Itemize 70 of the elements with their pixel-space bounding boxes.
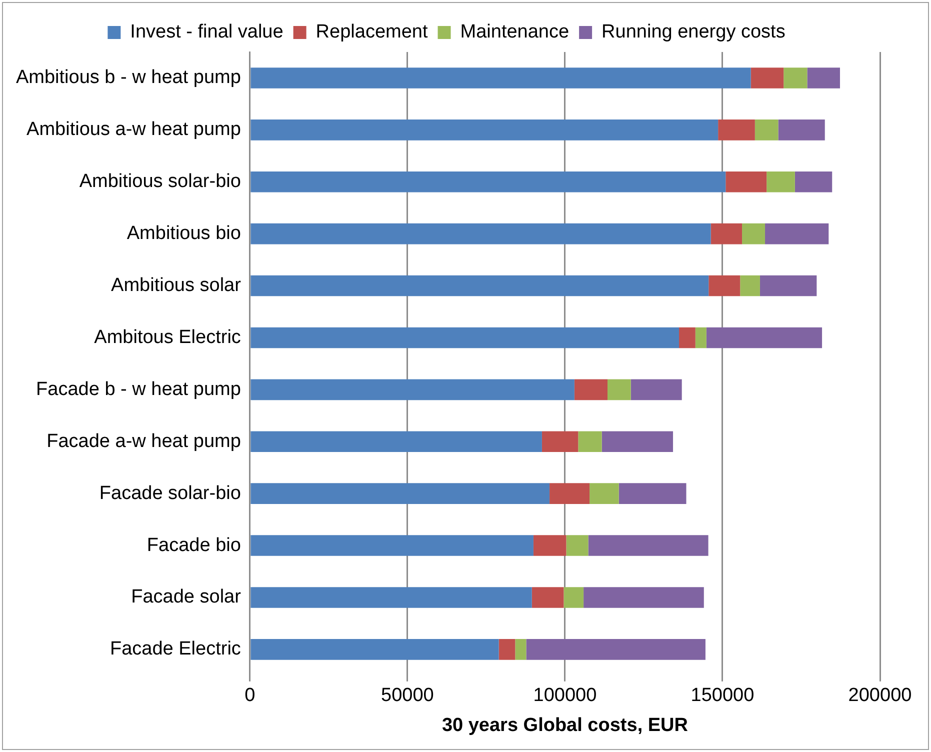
bar [718, 120, 755, 140]
bar [250, 275, 709, 296]
bar [754, 120, 778, 140]
bar [578, 431, 602, 452]
bar [778, 120, 825, 140]
y-tick-label: Facade Electric [110, 638, 241, 660]
bar [695, 327, 706, 348]
y-tick-label: Ambitious bio [126, 223, 241, 244]
bar [807, 68, 840, 88]
bar [588, 535, 708, 556]
bar [526, 639, 706, 660]
legend-label: Maintenance [460, 22, 570, 43]
bar [542, 431, 578, 452]
y-tick-label: Ambitious solar-bio [79, 171, 241, 192]
legend-label: Invest - final value [130, 22, 284, 43]
bar [784, 68, 808, 88]
bar [630, 379, 682, 400]
bar [584, 587, 704, 608]
bar [566, 535, 588, 556]
bar [706, 327, 822, 348]
bar [250, 431, 542, 452]
bar [794, 171, 832, 192]
bar [708, 275, 740, 296]
bar [740, 275, 760, 296]
bar [590, 483, 619, 504]
bar [250, 171, 726, 192]
bar [679, 327, 696, 348]
bar [250, 379, 574, 400]
bar [250, 120, 718, 140]
y-tick-label: Facade b - w heat pump [36, 378, 241, 400]
y-tick-label: Ambitous Electric [94, 326, 241, 348]
x-tick-label: 200000 [848, 685, 912, 706]
bar [498, 639, 516, 660]
bar [250, 68, 751, 88]
y-tick-label: Ambitious a-w heat pump [26, 119, 241, 140]
bar [564, 587, 584, 608]
y-tick-label: Facade solar [131, 586, 242, 608]
bar [250, 223, 711, 244]
bar [618, 483, 686, 504]
x-tick-label: 50000 [381, 685, 434, 706]
legend-label: Replacement [316, 22, 428, 43]
bar [574, 379, 608, 400]
y-tick-label: Facade bio [146, 534, 241, 556]
y-tick-label: Ambitious b - w heat pump [16, 67, 241, 88]
x-axis-title: 30 years Global costs, EUR [442, 714, 688, 736]
x-tick-label: 0 [244, 685, 256, 706]
bar [533, 535, 566, 556]
bar [602, 431, 674, 452]
bar [515, 639, 526, 660]
bar [726, 171, 767, 192]
bar [750, 68, 784, 88]
bar [532, 587, 564, 608]
bar [250, 483, 550, 504]
bar [250, 639, 499, 660]
y-tick-label: Facade a-w heat pump [46, 430, 241, 452]
bar [250, 327, 680, 348]
bar [550, 483, 590, 504]
bar [742, 223, 766, 244]
bar [608, 379, 631, 400]
y-tick-label: Facade solar-bio [99, 482, 241, 504]
x-tick-label: 150000 [690, 685, 754, 706]
bar [765, 223, 829, 244]
x-tick-label: 100000 [533, 685, 597, 706]
bar [760, 275, 817, 296]
y-tick-label: Ambitious solar [111, 275, 242, 296]
bar [250, 587, 532, 608]
bar [250, 535, 534, 556]
bar [710, 223, 742, 244]
legend-label: Running energy costs [602, 22, 786, 43]
bar [766, 171, 795, 192]
